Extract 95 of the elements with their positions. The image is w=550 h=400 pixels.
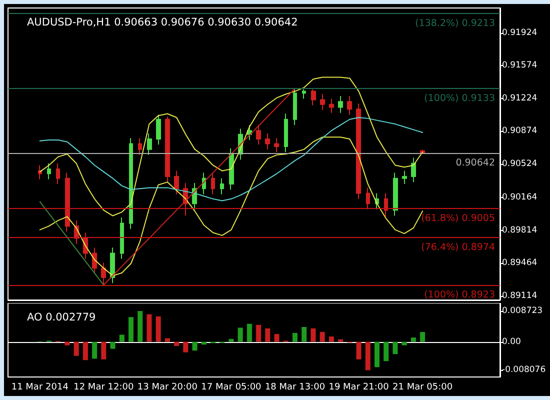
bar — [192, 342, 198, 351]
bar — [420, 332, 426, 342]
x-tick-label: 21 Mar 05:00 — [392, 382, 453, 392]
bar — [110, 342, 116, 349]
candlestick — [220, 178, 224, 195]
candlestick — [110, 247, 115, 284]
bar — [92, 342, 98, 359]
text: AUDUSD-Pro,H1 0.90663 0.90676 0.90630 0.90642 — [27, 16, 298, 28]
x-tick-label: 12 Mar 12:00 — [74, 382, 134, 392]
candlestick — [92, 247, 97, 274]
x-tick-label: 13 Mar 20:00 — [137, 382, 198, 392]
bar — [74, 342, 79, 356]
y-tick-label: 0.00 — [502, 336, 521, 347]
bar — [392, 342, 398, 354]
text: AO 0.002779 — [27, 312, 96, 324]
y-tick-label: 0.91224 — [502, 93, 538, 104]
ref-line-label: (100%) 0.9133 — [424, 92, 495, 104]
x-tick-label: 18 Mar 13:00 — [264, 382, 326, 392]
candlestick — [147, 132, 152, 156]
candlestick — [402, 170, 407, 184]
bar — [320, 332, 325, 342]
bar — [384, 342, 389, 362]
bar — [246, 324, 252, 342]
y-tick-label: 0.89114 — [502, 290, 538, 301]
bar — [356, 342, 362, 360]
candlestick — [411, 157, 416, 183]
bar — [128, 317, 134, 342]
bar — [82, 342, 88, 360]
candlestick — [284, 113, 288, 153]
y-tick-label: 0.91574 — [502, 60, 538, 71]
candlestick — [211, 172, 215, 195]
bar — [138, 311, 143, 342]
bar — [183, 342, 188, 352]
candlestick — [320, 94, 325, 111]
candlestick — [347, 95, 352, 116]
bar — [156, 316, 161, 342]
candlestick — [229, 148, 234, 190]
bar — [265, 328, 270, 342]
bar — [374, 342, 380, 368]
candlestick — [56, 162, 60, 184]
y-tick-label: 0.89814 — [502, 225, 538, 236]
bar — [256, 324, 262, 342]
candlestick — [302, 88, 306, 100]
bar — [274, 334, 280, 342]
bar — [146, 314, 152, 342]
ref-line-label: (138.2%) 0.9213 — [415, 18, 495, 30]
candlestick — [165, 116, 170, 183]
candlestick — [329, 98, 334, 114]
line-series — [39, 76, 424, 216]
candlestick — [156, 114, 161, 146]
y-tick-label: 0.90164 — [502, 192, 538, 203]
bar — [410, 338, 416, 342]
candlestick — [138, 138, 142, 156]
bar — [310, 328, 316, 342]
ref-line-label: (100%) 0.8923 — [424, 290, 495, 301]
x-tick-label: 19 Mar 21:00 — [328, 382, 390, 392]
bar — [174, 342, 180, 346]
line-series — [39, 117, 424, 202]
ref-line-label: (61.8%) 0.9005 — [421, 212, 495, 224]
y-tick-label: 0.89464 — [502, 258, 538, 268]
candlestick — [338, 95, 343, 114]
candlestick — [174, 170, 179, 195]
bar — [119, 334, 124, 342]
candlestick — [47, 162, 51, 180]
y-tick-label: -0.008076 — [502, 365, 546, 376]
y-tick-label: 0.90874 — [502, 126, 538, 136]
y-tick-label: 0.90524 — [502, 158, 538, 169]
bar — [238, 328, 243, 342]
candlestick — [256, 124, 261, 146]
x-tick-label: 11 Mar 2014 — [11, 382, 69, 392]
bar — [101, 342, 106, 360]
line-series — [39, 136, 424, 276]
bar — [292, 332, 298, 342]
candlestick — [293, 88, 297, 126]
y-tick-label: 0.008723 — [502, 306, 543, 316]
candlestick — [356, 102, 361, 200]
ref-line-label: 0.90642 — [456, 157, 495, 168]
bar — [328, 336, 334, 342]
bar — [338, 339, 344, 342]
y-tick-label: 0.91924 — [502, 28, 538, 38]
bar — [302, 326, 307, 342]
candlestick — [38, 164, 42, 180]
candlestick — [129, 138, 133, 230]
candlestick — [311, 88, 316, 106]
bar — [64, 342, 70, 346]
bar — [402, 342, 407, 346]
candlestick — [274, 138, 279, 153]
bar — [164, 338, 170, 342]
candlestick — [265, 132, 270, 150]
bar — [365, 342, 370, 370]
candlestick — [120, 217, 124, 260]
candlestick — [393, 172, 398, 216]
x-tick-label: 17 Mar 05:00 — [201, 382, 262, 392]
ref-line-label: (76.4%) 0.8974 — [421, 242, 495, 253]
bar — [228, 338, 234, 342]
